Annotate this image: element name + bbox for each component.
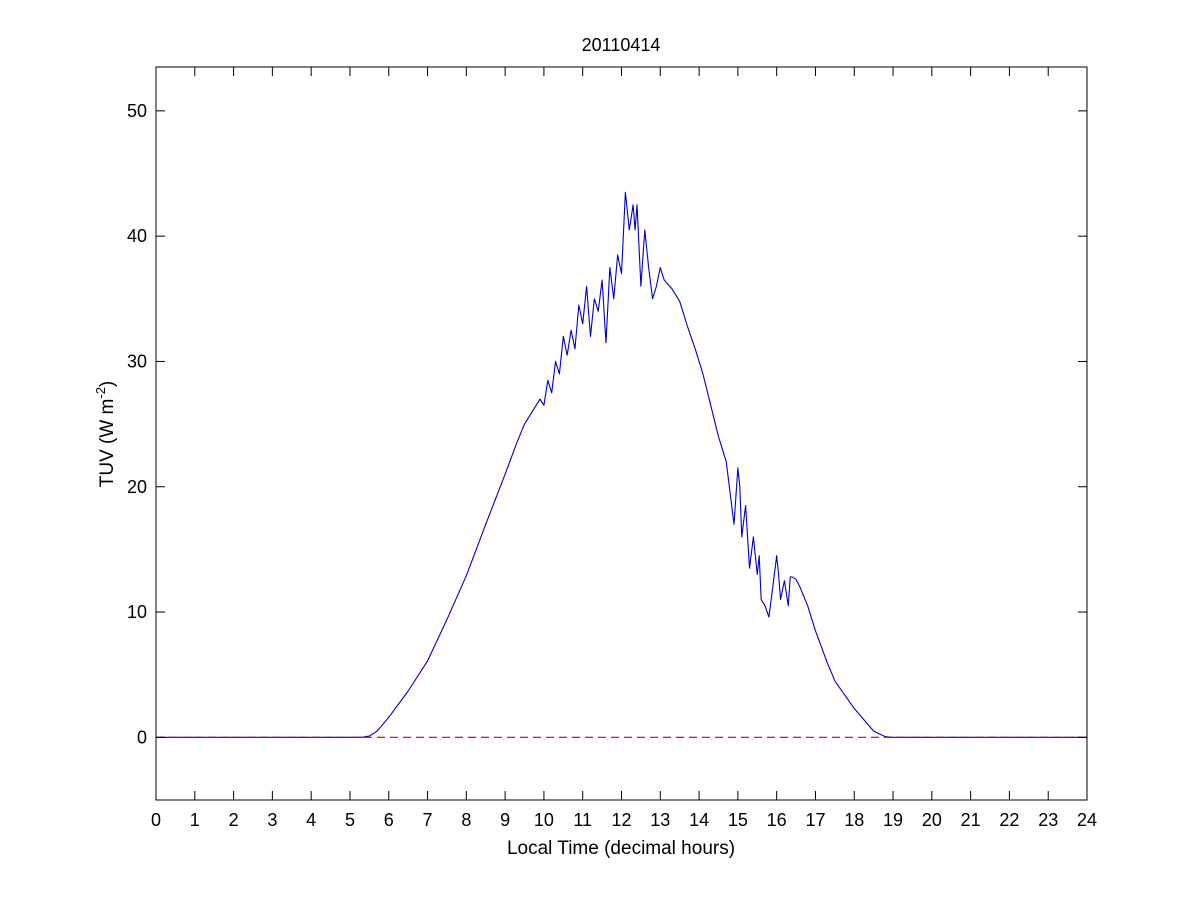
- x-axis-label: Local Time (decimal hours): [507, 838, 735, 859]
- series-line-0: [156, 191, 1087, 738]
- x-tick-label: 24: [1077, 810, 1097, 830]
- x-tick-label: 9: [500, 810, 510, 830]
- x-tick-label: 3: [267, 810, 277, 830]
- y-axis-label-main: TUV (W m: [97, 399, 118, 488]
- x-tick-label: 19: [883, 810, 903, 830]
- y-tick-label: 20: [127, 477, 147, 497]
- x-tick-label: 0: [151, 810, 161, 830]
- x-tick-label: 14: [689, 810, 709, 830]
- plot-area: [155, 66, 1088, 801]
- x-tick-label: 16: [767, 810, 787, 830]
- x-tick-label: 10: [534, 810, 554, 830]
- x-tick-label: 20: [922, 810, 942, 830]
- x-tick-label: 8: [461, 810, 471, 830]
- x-tick-label: 12: [611, 810, 631, 830]
- y-tick-label: 10: [127, 602, 147, 622]
- x-tick-label: 21: [961, 810, 981, 830]
- y-tick-label: 40: [127, 226, 147, 246]
- y-axis-label: TUV (W m-2): [93, 381, 118, 488]
- x-tick-label: 15: [728, 810, 748, 830]
- y-axis-label-sup: -2: [93, 387, 108, 399]
- y-tick-label: 30: [127, 351, 147, 371]
- series-layer: [156, 191, 1087, 738]
- x-tick-label: 5: [345, 810, 355, 830]
- x-tick-label: 13: [650, 810, 670, 830]
- chart-title: 20110414: [582, 35, 661, 55]
- x-tick-label: 4: [306, 810, 316, 830]
- x-tick-label: 1: [190, 810, 200, 830]
- y-tick-label: 0: [137, 727, 147, 747]
- y-axis-label-close: ): [97, 381, 118, 387]
- x-tick-label: 6: [384, 810, 394, 830]
- x-tick-label: 17: [805, 810, 825, 830]
- x-tick-label: 7: [423, 810, 433, 830]
- ticks-layer: 0 1 2 3 4 5 6 7 8 9 10 11 12 13 14 15 16 17 18 19 20 21 22 23 24…: [127, 67, 1097, 830]
- plot-frame: [155, 66, 1088, 801]
- x-tick-label: 23: [1038, 810, 1058, 830]
- x-tick-label: 11: [573, 810, 592, 830]
- x-tick-label: 22: [999, 810, 1019, 830]
- x-tick-label: 2: [229, 810, 239, 830]
- x-tick-label: 18: [844, 810, 864, 830]
- y-tick-label: 50: [127, 101, 147, 121]
